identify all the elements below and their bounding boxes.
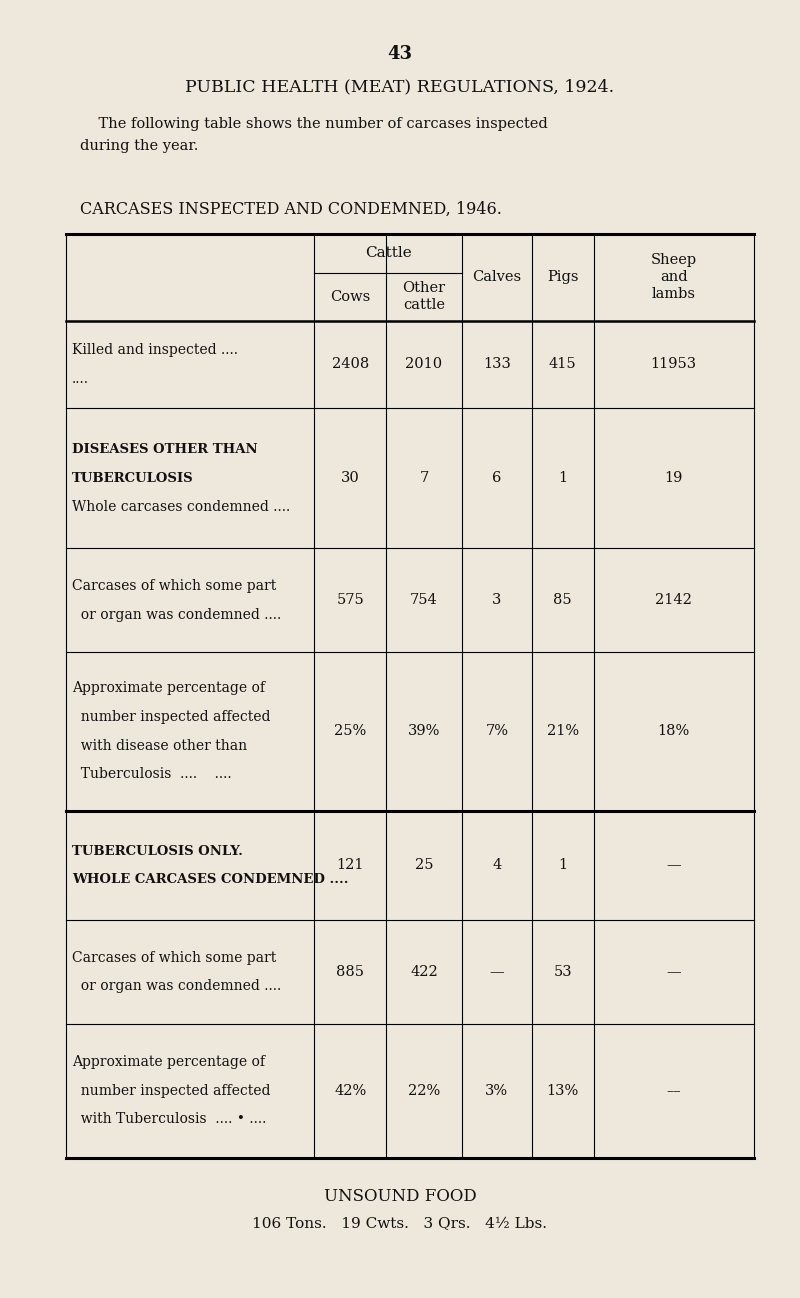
- Text: or organ was condemned ....: or organ was condemned ....: [72, 979, 282, 993]
- Text: 885: 885: [336, 964, 364, 979]
- Text: —: —: [666, 964, 681, 979]
- Text: TUBERCULOSIS: TUBERCULOSIS: [72, 472, 194, 485]
- Text: WHOLE CARCASES CONDEMNED ....: WHOLE CARCASES CONDEMNED ....: [72, 874, 349, 887]
- Text: 575: 575: [337, 593, 364, 607]
- Text: 53: 53: [554, 964, 572, 979]
- Text: 2010: 2010: [406, 357, 442, 371]
- Text: 7%: 7%: [486, 724, 508, 739]
- Text: 422: 422: [410, 964, 438, 979]
- Text: 754: 754: [410, 593, 438, 607]
- Text: DISEASES OTHER THAN: DISEASES OTHER THAN: [72, 444, 258, 457]
- Text: 4: 4: [492, 858, 502, 872]
- Text: 18%: 18%: [658, 724, 690, 739]
- Text: The following table shows the number of carcases inspected: The following table shows the number of …: [80, 117, 548, 131]
- Text: TUBERCULOSIS ONLY.: TUBERCULOSIS ONLY.: [72, 845, 243, 858]
- Text: number inspected affected: number inspected affected: [72, 710, 270, 724]
- Text: PUBLIC HEALTH (MEAT) REGULATIONS, 1924.: PUBLIC HEALTH (MEAT) REGULATIONS, 1924.: [186, 78, 614, 95]
- Text: 22%: 22%: [408, 1084, 440, 1098]
- Text: during the year.: during the year.: [80, 139, 198, 153]
- Text: —: —: [666, 858, 681, 872]
- Text: CARCASES INSPECTED AND CONDEMNED, 1946.: CARCASES INSPECTED AND CONDEMNED, 1946.: [80, 201, 502, 218]
- Text: 415: 415: [549, 357, 577, 371]
- Text: Tuberculosis  ....    ....: Tuberculosis .... ....: [72, 767, 232, 781]
- Text: 6: 6: [492, 471, 502, 485]
- Text: 25%: 25%: [334, 724, 366, 739]
- Text: 2142: 2142: [655, 593, 692, 607]
- Text: 133: 133: [483, 357, 510, 371]
- Text: Cattle: Cattle: [365, 247, 411, 260]
- Text: with disease other than: with disease other than: [72, 739, 247, 753]
- Text: 25: 25: [414, 858, 434, 872]
- Text: Carcases of which some part: Carcases of which some part: [72, 950, 276, 964]
- Text: UNSOUND FOOD: UNSOUND FOOD: [324, 1188, 476, 1205]
- Text: Pigs: Pigs: [547, 270, 578, 284]
- Text: 7: 7: [419, 471, 429, 485]
- Text: 3: 3: [492, 593, 502, 607]
- Text: Whole carcases condemned ....: Whole carcases condemned ....: [72, 500, 290, 514]
- Text: 19: 19: [665, 471, 682, 485]
- Text: 13%: 13%: [546, 1084, 579, 1098]
- Text: 21%: 21%: [546, 724, 579, 739]
- Text: 85: 85: [554, 593, 572, 607]
- Text: Sheep
and
lambs: Sheep and lambs: [650, 253, 697, 301]
- Text: with Tuberculosis  .... • ....: with Tuberculosis .... • ....: [72, 1112, 266, 1127]
- Text: 39%: 39%: [408, 724, 440, 739]
- Text: 11953: 11953: [650, 357, 697, 371]
- Text: or organ was condemned ....: or organ was condemned ....: [72, 607, 282, 622]
- Text: 121: 121: [337, 858, 364, 872]
- Text: 42%: 42%: [334, 1084, 366, 1098]
- Text: 2408: 2408: [332, 357, 369, 371]
- Text: Calves: Calves: [472, 270, 522, 284]
- Text: Killed and inspected ....: Killed and inspected ....: [72, 343, 238, 357]
- Text: ––: ––: [666, 1084, 681, 1098]
- Text: 3%: 3%: [486, 1084, 508, 1098]
- Text: ....: ....: [72, 371, 89, 386]
- Text: Cows: Cows: [330, 289, 370, 304]
- Text: 106 Tons.   19 Cwts.   3 Qrs.   4½ Lbs.: 106 Tons. 19 Cwts. 3 Qrs. 4½ Lbs.: [253, 1218, 547, 1232]
- Text: Approximate percentage of: Approximate percentage of: [72, 681, 265, 696]
- Text: 1: 1: [558, 858, 567, 872]
- Text: 30: 30: [341, 471, 360, 485]
- Text: 43: 43: [387, 45, 413, 64]
- Text: Carcases of which some part: Carcases of which some part: [72, 579, 276, 593]
- Text: 1: 1: [558, 471, 567, 485]
- Text: —: —: [490, 964, 504, 979]
- Text: number inspected affected: number inspected affected: [72, 1084, 270, 1098]
- Text: Approximate percentage of: Approximate percentage of: [72, 1055, 265, 1070]
- Text: Other
cattle: Other cattle: [402, 280, 446, 313]
